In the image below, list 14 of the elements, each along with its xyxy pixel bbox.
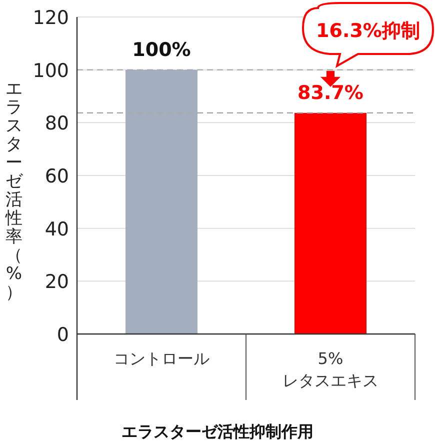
text: エラスターゼ活性率（%） xyxy=(6,78,22,302)
y-tick-label: 60 xyxy=(44,166,69,188)
x-tick-label: 5% レタスエキス xyxy=(282,349,378,390)
y-tick-label: 100 xyxy=(32,60,69,82)
data-label: 83.7% xyxy=(298,82,364,104)
x-tick-label: コントロール xyxy=(114,349,210,368)
y-tick-label: 0 xyxy=(56,324,69,346)
annotation: 16.3%抑制 xyxy=(316,20,420,42)
y-tick-label: 80 xyxy=(44,112,69,135)
y-tick-label: 40 xyxy=(44,218,69,240)
y-tick-label: 120 xyxy=(32,7,69,29)
data-label: 100% xyxy=(132,38,191,61)
text: エラスターゼ活性抑制作用 xyxy=(122,422,314,441)
y-tick-label: 20 xyxy=(44,271,69,294)
